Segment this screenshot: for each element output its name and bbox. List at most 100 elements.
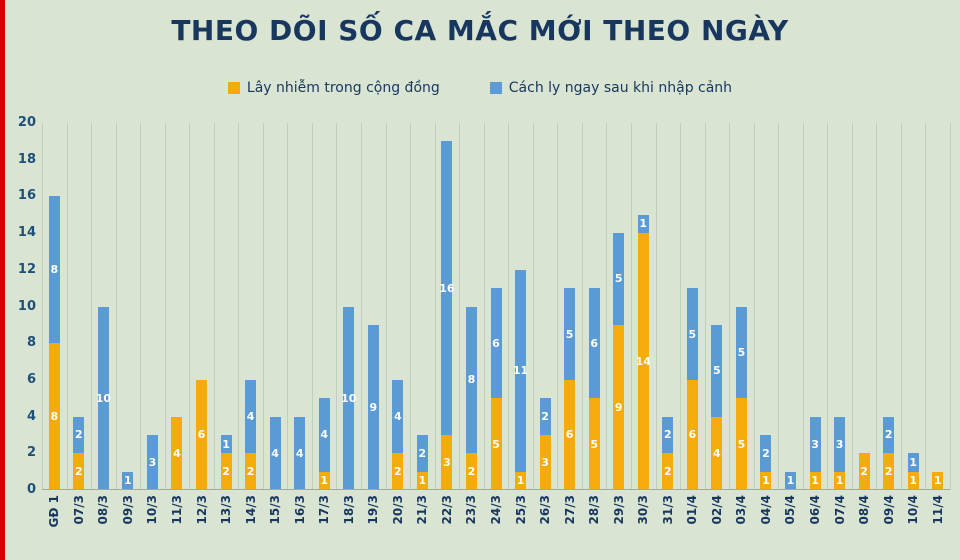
vertical-gridline (336, 123, 338, 490)
community-bar-segment: 6 (564, 379, 576, 490)
bar-value-label: 1 (639, 217, 648, 231)
imported-bar-segment: 2 (539, 398, 551, 435)
bar-value-label: 2 (884, 465, 893, 479)
bar-value-label: 11 (512, 364, 529, 378)
left-edge-stripe (0, 0, 5, 560)
community-bar-segment: 4 (711, 416, 723, 490)
vertical-gridline (950, 123, 951, 490)
community-bar-segment: 3 (441, 434, 453, 490)
bar-value-label: 1 (909, 474, 918, 488)
imported-bar-segment: 2 (883, 416, 895, 454)
bar-value-label: 2 (74, 465, 83, 479)
bar-value-label: 10 (95, 391, 111, 405)
imported-bar-segment: 4 (392, 379, 404, 454)
vertical-gridline (287, 123, 289, 490)
community-bar-segment: 4 (171, 416, 183, 490)
x-tick-label: 26/3 (538, 495, 553, 525)
imported-bar-segment: 3 (146, 434, 158, 490)
imported-bar-segment: 6 (588, 288, 600, 399)
vertical-gridline (802, 123, 804, 490)
bar-value-label: 2 (762, 446, 770, 460)
bar-value-label: 2 (246, 465, 255, 479)
imported-legend-swatch-icon (489, 82, 502, 94)
community-bar-segment: 3 (539, 434, 551, 490)
y-tick-label: 18 (17, 151, 36, 167)
bar-value-label: 1 (835, 474, 844, 488)
plot-area: 8 8 2 2 10 1 3 4 6 2 1 2 4 4 4 1 4 10 9 2 4 1 2 3 16 2 8 5 6 1 11 3 2 6 5 5… (42, 123, 951, 490)
vertical-gridline (361, 123, 363, 490)
community-bar-segment: 8 (48, 343, 60, 490)
vertical-gridline (729, 123, 731, 490)
community-bar-segment: 2 (220, 453, 232, 490)
bar-value-label: 2 (222, 465, 230, 479)
bar-value-label: 9 (369, 400, 378, 414)
bar-value-label: 6 (197, 428, 206, 442)
community-bar-segment: 1 (318, 471, 330, 490)
vertical-gridline (42, 123, 43, 490)
x-tick-label: 10/3 (145, 495, 160, 525)
imported-bar-segment: 10 (341, 306, 356, 490)
x-tick-label: 08/3 (96, 495, 111, 525)
bar-value-label: 3 (541, 455, 549, 469)
vertical-gridline (434, 123, 436, 490)
community-legend-swatch-icon (227, 82, 240, 94)
imported-bar-segment: 1 (907, 453, 919, 472)
x-tick-label: 22/3 (439, 495, 454, 525)
bar-value-label: 14 (635, 355, 651, 369)
bar-value-label: 3 (811, 437, 819, 451)
bar-value-label: 5 (614, 272, 623, 286)
community-bar-segment: 6 (196, 379, 207, 490)
imported-bar-segment: 8 (465, 306, 477, 454)
x-tick-label: 13/3 (219, 495, 234, 525)
x-tick-label: 30/3 (636, 495, 651, 525)
y-tick-label: 20 (17, 115, 36, 130)
imported-bar-segment: 1 (784, 471, 796, 490)
community-bar-segment: 1 (932, 471, 944, 490)
community-bar-segment: 6 (686, 379, 698, 490)
imported-bar-segment: 4 (269, 416, 281, 490)
y-tick-label: 0 (26, 482, 36, 497)
community-bar-segment: 1 (416, 471, 428, 490)
x-tick-label: 31/3 (660, 495, 675, 525)
x-tick-label: 20/3 (390, 495, 405, 525)
y-tick-label: 6 (26, 371, 36, 387)
bar-value-label: 4 (394, 410, 402, 424)
bar-value-label: 5 (737, 437, 746, 451)
x-tick-label: 12/3 (194, 495, 209, 525)
y-tick-label: 14 (17, 225, 36, 241)
x-tick-label: 27/3 (562, 495, 577, 525)
vertical-gridline (385, 123, 387, 490)
bar-value-label: 1 (762, 474, 770, 488)
imported-bar-segment: 1 (220, 434, 232, 454)
x-tick-label: 24/3 (489, 495, 503, 525)
y-tick-label: 8 (26, 335, 36, 351)
vertical-gridline (262, 123, 264, 490)
x-tick-label: 08/4 (857, 495, 872, 525)
x-tick-label: 11/3 (169, 495, 184, 525)
bar-value-label: 3 (835, 437, 844, 451)
community-bar-segment: 1 (809, 471, 821, 490)
bar-value-label: 16 (439, 281, 455, 295)
bar-value-label: 2 (74, 428, 83, 442)
x-tick-label: 10/4 (906, 495, 921, 525)
x-tick-label: 04/4 (758, 495, 773, 525)
imported-bar-segment: 3 (834, 416, 846, 472)
y-tick-label: 10 (17, 298, 36, 314)
imported-bar-segment: 5 (613, 233, 625, 325)
bar-value-label: 1 (516, 474, 525, 488)
x-axis-line (42, 489, 950, 490)
community-bar-segment: 9 (613, 324, 625, 490)
vertical-gridline (778, 123, 780, 490)
vertical-gridline (459, 123, 461, 490)
x-tick-label: 01/4 (685, 495, 700, 525)
vertical-gridline (66, 123, 68, 490)
bar-value-label: 8 (467, 373, 476, 387)
bar-value-label: 5 (713, 364, 721, 378)
bar-value-label: 6 (590, 336, 598, 350)
x-tick-label: GĐ 1 (47, 495, 62, 528)
imported-bar-segment: 9 (367, 324, 379, 490)
imported-bar-segment: 1 (122, 471, 134, 490)
vertical-gridline (238, 123, 240, 490)
x-tick-label: 17/3 (317, 495, 332, 525)
bar-value-label: 4 (271, 446, 279, 460)
